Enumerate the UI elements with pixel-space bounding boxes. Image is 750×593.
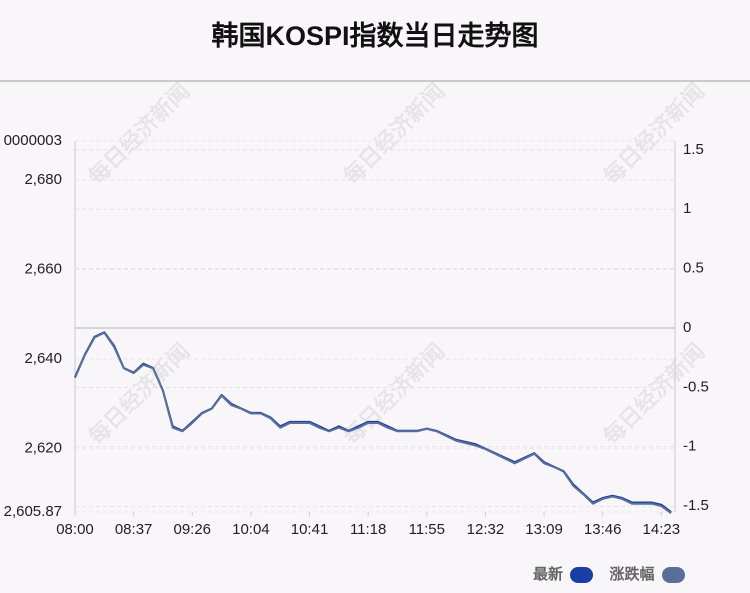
legend-swatch (570, 567, 593, 583)
y2-tick-label: -1 (683, 438, 696, 455)
y-tick-label: 2,640 (24, 350, 62, 367)
y-tick-label: 2,680 (24, 171, 62, 188)
y-tick-label: 2,620 (24, 440, 62, 457)
x-tick-label: 13:46 (584, 521, 622, 538)
x-tick-label: 11:18 (350, 521, 386, 538)
y-tick-label: 2,660 (24, 261, 62, 278)
x-tick-label: 10:41 (291, 521, 329, 538)
chart-title: 韩国KOSPI指数当日走势图 (211, 21, 538, 51)
y2-tick-label: -0.5 (683, 378, 709, 395)
line-series (74, 331, 672, 514)
x-tick-label: 08:00 (56, 521, 94, 538)
x-tick-label: 10:04 (232, 521, 270, 538)
x-tick-label: 09:26 (173, 521, 211, 538)
y2-tick-label: 0 (683, 319, 691, 336)
y-tick-label: 2,605.87 (4, 503, 62, 520)
y2-tick-label: 1 (683, 200, 691, 217)
y-tick-label: 0000003 (4, 132, 62, 149)
y2-tick-label: 1.5 (683, 141, 704, 158)
x-tick-label: 14:23 (643, 521, 681, 538)
legend-label: 最新 (533, 565, 563, 583)
x-tick-label: 12:32 (467, 521, 505, 538)
x-tick-label: 08:37 (115, 521, 153, 538)
x-tick-label: 11:55 (409, 521, 445, 538)
x-tick-label: 13:09 (525, 521, 563, 538)
legend-swatch (662, 567, 685, 583)
y2-tick-label: -1.5 (683, 497, 709, 514)
y2-tick-label: 0.5 (683, 260, 704, 277)
legend-label: 涨跌幅 (609, 565, 654, 583)
